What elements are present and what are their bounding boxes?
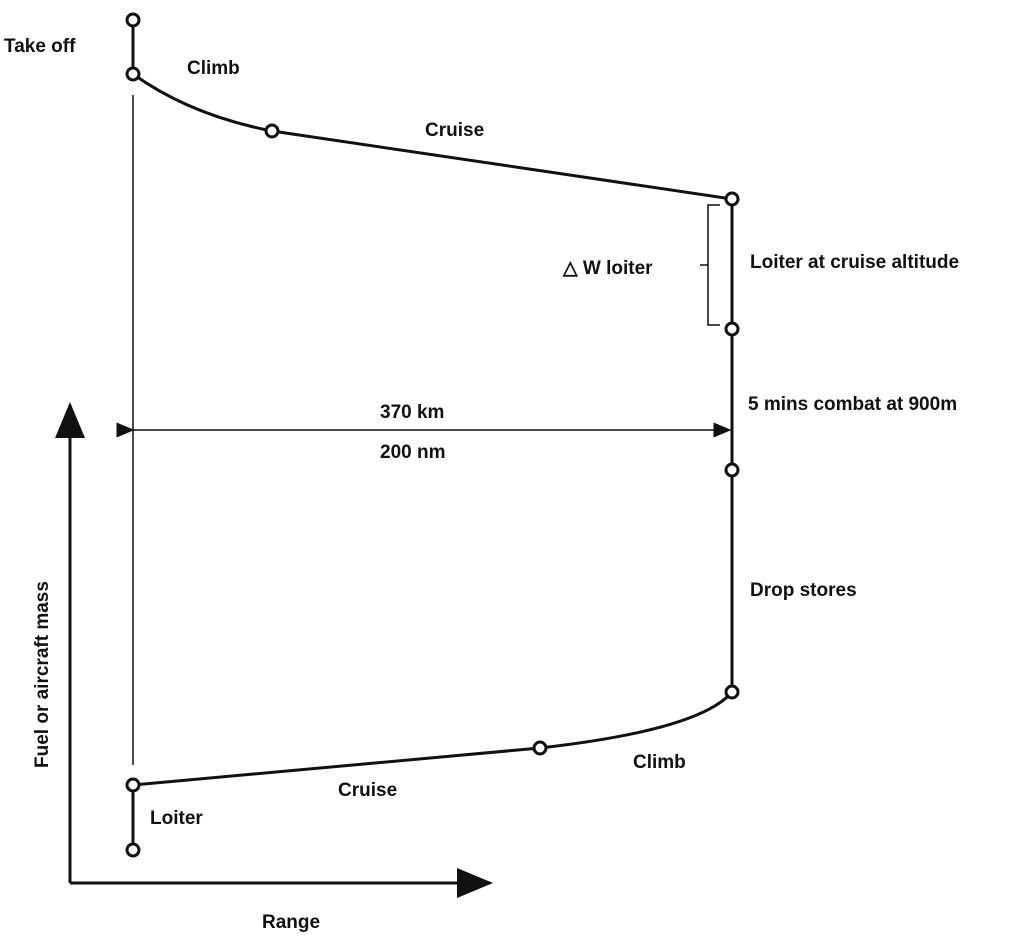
label: Take off [4,36,76,57]
mission-profile [55,12,740,898]
x-axis-label: Range [262,912,320,933]
label: 200 nm [380,442,445,463]
label: Climb [187,58,240,79]
label: Loiter at cruise altitude [750,252,959,273]
label: Cruise [338,780,397,801]
label: 370 km [380,402,444,423]
label: Cruise [425,120,484,141]
label: Climb [633,752,686,773]
label: △ W loiter [562,258,653,279]
waypoints [125,12,740,858]
label: 5 mins combat at 900m [748,394,957,415]
y-axis-label: Fuel or aircraft mass [32,581,53,768]
label: Loiter [150,808,203,829]
label: Drop stores [750,580,857,601]
